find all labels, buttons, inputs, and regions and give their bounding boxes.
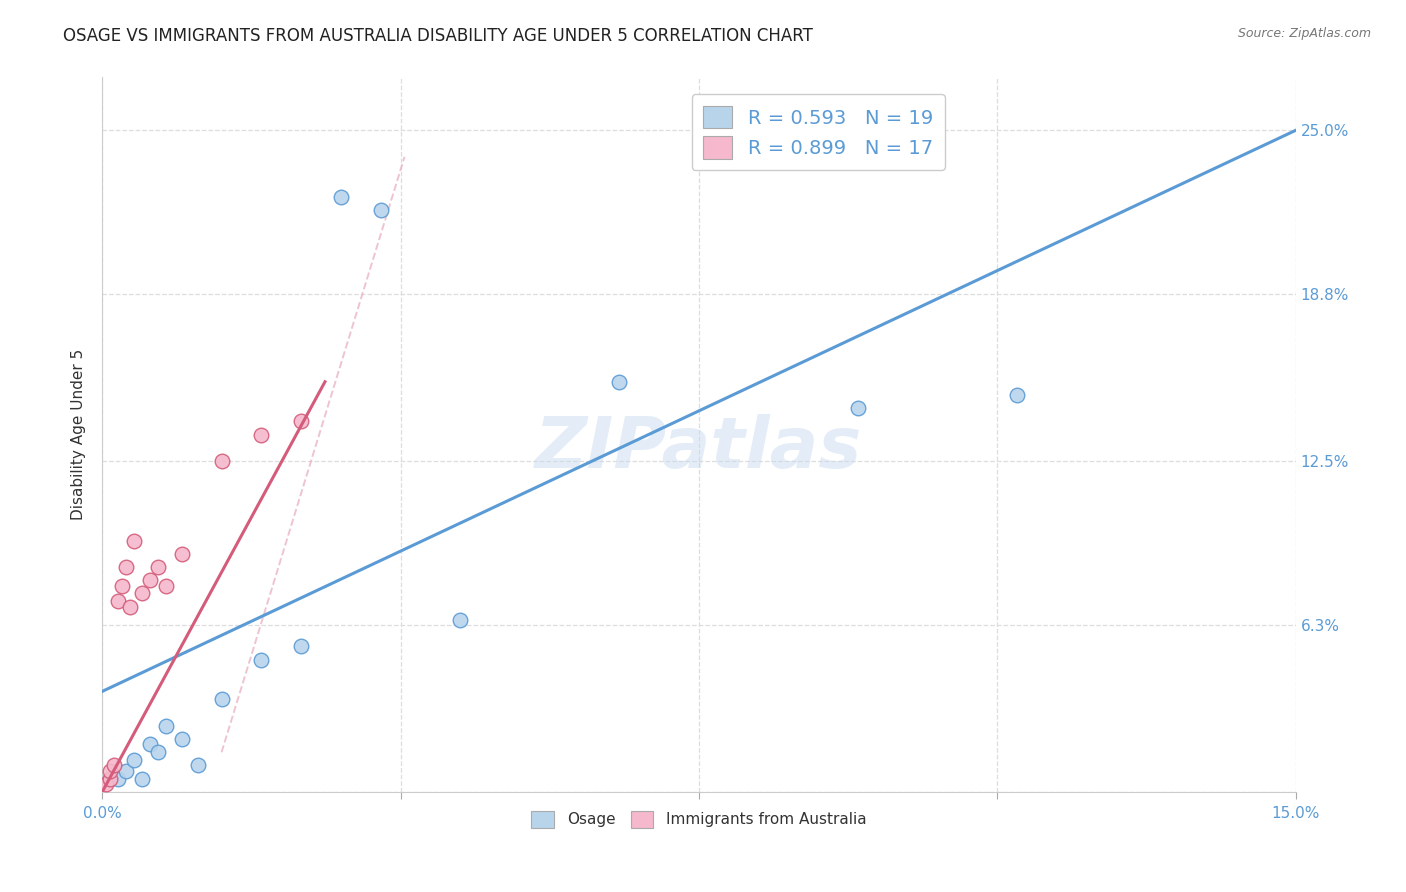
Point xyxy=(370,202,392,217)
Point xyxy=(115,764,138,778)
Point xyxy=(211,454,233,468)
Point xyxy=(211,692,233,706)
Point xyxy=(329,189,352,203)
Point xyxy=(122,533,145,548)
Point xyxy=(449,613,471,627)
Point xyxy=(146,745,169,759)
Point xyxy=(250,653,273,667)
Point xyxy=(115,560,138,574)
Point xyxy=(139,737,162,751)
Point xyxy=(131,772,153,786)
Point xyxy=(96,777,118,791)
Point xyxy=(111,578,134,592)
Point xyxy=(139,574,162,588)
Point xyxy=(103,758,125,772)
Point xyxy=(290,640,312,654)
Point xyxy=(846,401,869,416)
Point xyxy=(107,772,129,786)
Text: OSAGE VS IMMIGRANTS FROM AUSTRALIA DISABILITY AGE UNDER 5 CORRELATION CHART: OSAGE VS IMMIGRANTS FROM AUSTRALIA DISAB… xyxy=(63,27,813,45)
Point xyxy=(607,375,630,389)
Text: Source: ZipAtlas.com: Source: ZipAtlas.com xyxy=(1237,27,1371,40)
Point xyxy=(155,578,177,592)
Point xyxy=(170,732,193,747)
Point xyxy=(146,560,169,574)
Point xyxy=(107,594,129,608)
Y-axis label: Disability Age Under 5: Disability Age Under 5 xyxy=(72,349,86,520)
Point xyxy=(122,753,145,767)
Point xyxy=(170,547,193,561)
Point xyxy=(290,414,312,428)
Text: ZIPatlas: ZIPatlas xyxy=(536,415,863,483)
Point xyxy=(187,758,209,772)
Point xyxy=(120,599,142,614)
Point xyxy=(1005,388,1028,402)
Point xyxy=(250,427,273,442)
Point xyxy=(98,772,121,786)
Point xyxy=(98,764,121,778)
Legend: Osage, Immigrants from Australia: Osage, Immigrants from Australia xyxy=(526,805,872,834)
Point xyxy=(131,586,153,600)
Point xyxy=(98,772,121,786)
Point xyxy=(155,719,177,733)
